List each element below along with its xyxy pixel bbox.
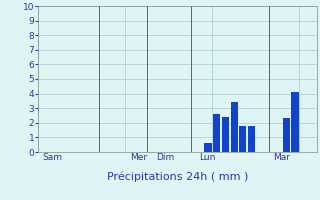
Text: Sam: Sam bbox=[43, 153, 63, 162]
Bar bbox=[222, 117, 229, 152]
Text: Dim: Dim bbox=[156, 153, 174, 162]
Bar bbox=[248, 126, 255, 152]
Text: Mar: Mar bbox=[273, 153, 290, 162]
Text: Mer: Mer bbox=[130, 153, 147, 162]
Bar bbox=[283, 118, 290, 152]
Bar bbox=[213, 114, 220, 152]
Text: Lun: Lun bbox=[199, 153, 216, 162]
Bar bbox=[204, 143, 212, 152]
X-axis label: Précipitations 24h ( mm ): Précipitations 24h ( mm ) bbox=[107, 171, 248, 182]
Bar bbox=[239, 126, 246, 152]
Bar bbox=[231, 102, 238, 152]
Bar bbox=[292, 92, 299, 152]
